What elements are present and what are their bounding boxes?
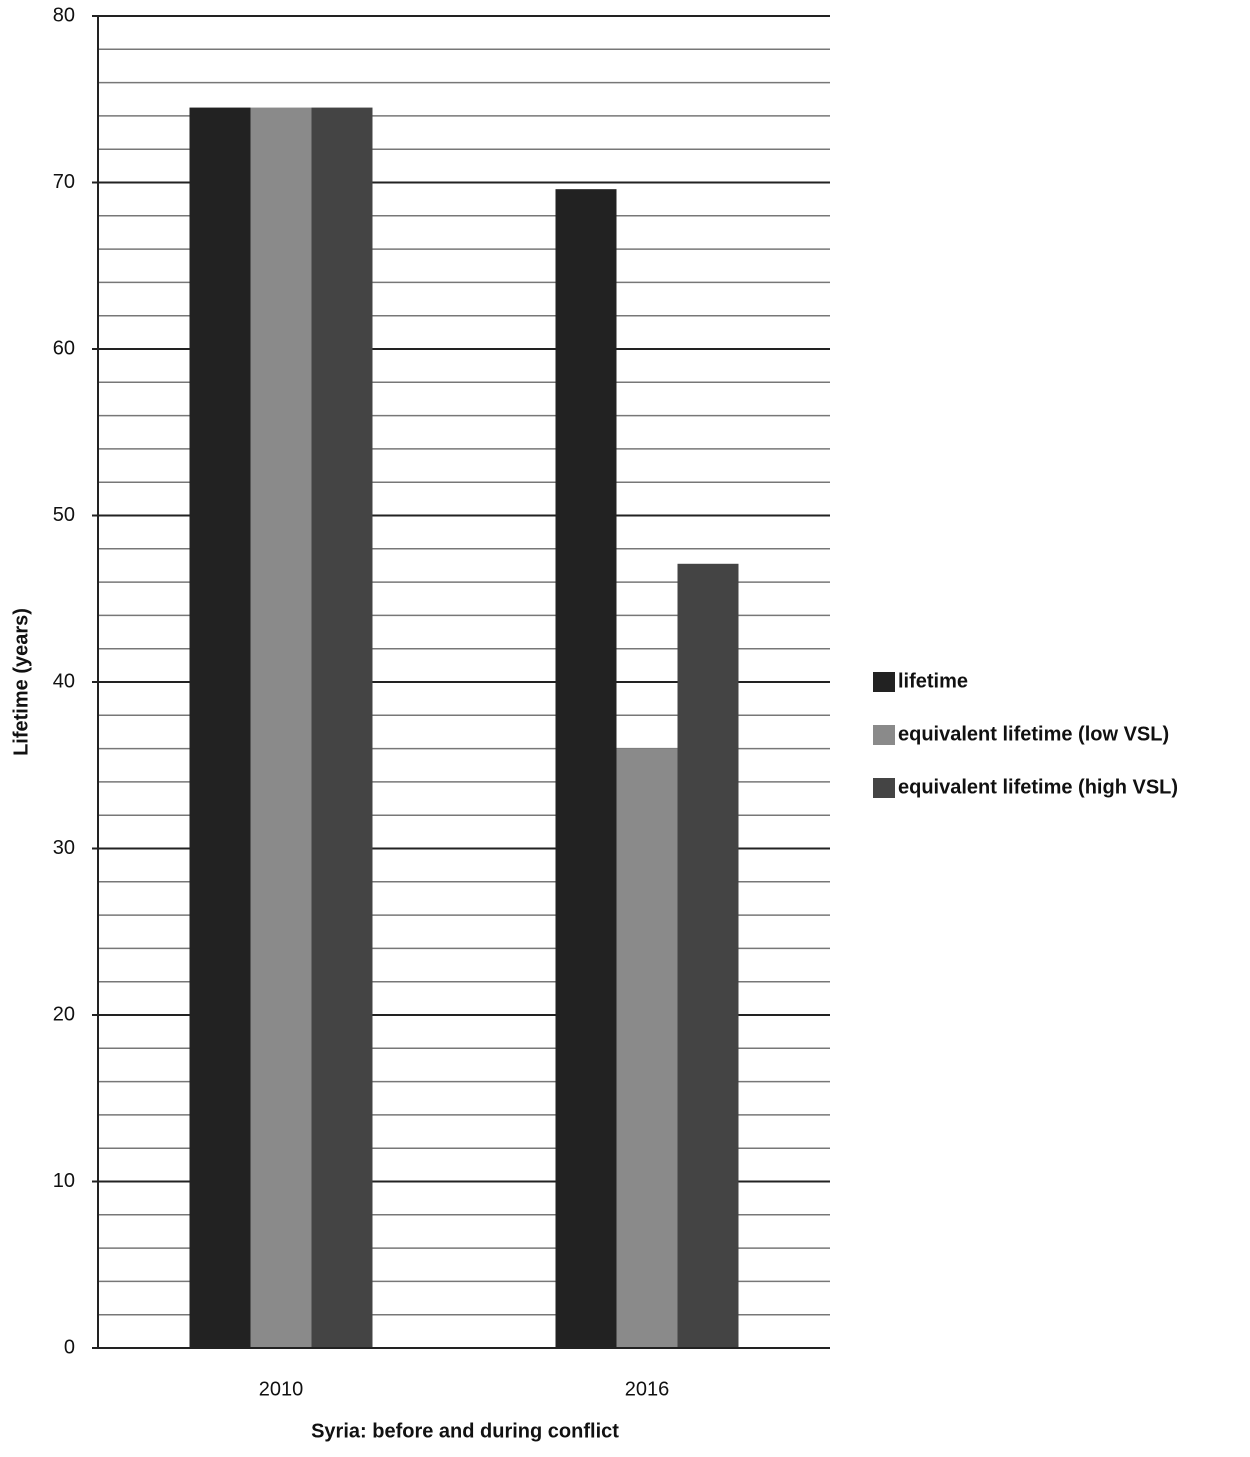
legend-label: equivalent lifetime (high VSL) <box>898 776 1178 798</box>
y-tick-label: 70 <box>53 171 75 193</box>
y-tick-label: 50 <box>53 504 75 526</box>
x-tick-label: 2016 <box>625 1378 670 1400</box>
y-tick-label: 20 <box>53 1003 75 1025</box>
y-tick-label: 60 <box>53 337 75 359</box>
x-tick-label: 2010 <box>259 1378 304 1400</box>
bar <box>677 563 739 1348</box>
y-tick-label: 40 <box>53 670 75 692</box>
y-tick-label: 30 <box>53 837 75 859</box>
legend-swatch <box>873 778 895 798</box>
legend-label: lifetime <box>898 670 968 692</box>
legend-swatch <box>873 725 895 745</box>
bar <box>250 107 312 1349</box>
legend-swatch <box>873 672 895 692</box>
x-axis-label: Syria: before and during conflict <box>311 1420 619 1442</box>
bar <box>311 107 373 1349</box>
y-tick-label: 10 <box>53 1170 75 1192</box>
y-tick-label: 0 <box>64 1336 75 1358</box>
bar <box>616 748 678 1348</box>
legend-label: equivalent lifetime (low VSL) <box>898 723 1169 745</box>
bar <box>189 107 251 1349</box>
y-axis-label: Lifetime (years) <box>10 608 32 756</box>
y-tick-label: 80 <box>53 4 75 26</box>
bar <box>555 189 617 1348</box>
